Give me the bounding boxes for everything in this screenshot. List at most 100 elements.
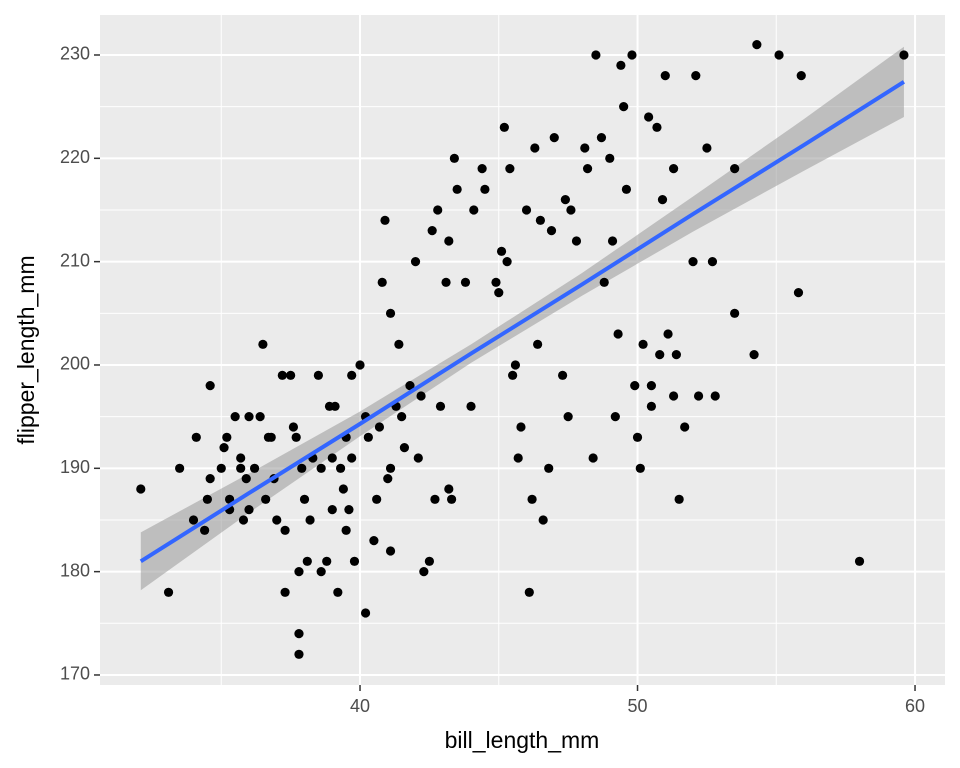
point xyxy=(424,556,434,566)
point xyxy=(505,164,515,174)
point xyxy=(663,329,673,339)
y-tick-label: 210 xyxy=(60,250,90,270)
point xyxy=(669,164,679,174)
point xyxy=(508,370,518,380)
point xyxy=(249,463,260,473)
point xyxy=(619,102,629,112)
point xyxy=(236,453,246,463)
point xyxy=(607,236,618,246)
point xyxy=(341,525,351,535)
point xyxy=(230,412,240,422)
y-tick-label: 170 xyxy=(60,664,90,684)
point xyxy=(316,567,326,577)
point xyxy=(413,453,423,463)
point xyxy=(216,463,226,473)
point xyxy=(669,391,679,401)
point xyxy=(427,226,437,236)
point xyxy=(280,525,290,535)
point xyxy=(258,339,268,349)
point xyxy=(416,391,426,401)
point xyxy=(469,205,479,215)
point xyxy=(372,494,382,504)
point xyxy=(241,474,251,484)
point xyxy=(793,288,804,298)
point xyxy=(444,484,454,494)
point xyxy=(533,339,543,349)
x-tick-label: 40 xyxy=(350,696,370,716)
point xyxy=(316,463,326,473)
point xyxy=(516,422,526,432)
point xyxy=(272,515,282,525)
point xyxy=(410,257,421,267)
point xyxy=(299,494,310,504)
point xyxy=(288,422,299,432)
point xyxy=(499,122,509,132)
point xyxy=(680,422,690,432)
point xyxy=(277,370,287,380)
point xyxy=(219,443,229,453)
point xyxy=(322,556,332,566)
point xyxy=(399,443,410,453)
point xyxy=(397,412,407,422)
point xyxy=(646,401,657,411)
point xyxy=(449,153,459,163)
point xyxy=(560,195,570,205)
point xyxy=(521,205,532,215)
point xyxy=(627,50,637,60)
point xyxy=(175,463,185,473)
point xyxy=(466,401,476,411)
point xyxy=(657,195,668,205)
point xyxy=(347,370,357,380)
point xyxy=(280,587,290,597)
point xyxy=(730,164,740,174)
point xyxy=(294,649,304,659)
point xyxy=(588,453,598,463)
point xyxy=(535,215,545,225)
x-tick-label: 50 xyxy=(628,696,648,716)
point xyxy=(349,556,360,566)
point xyxy=(638,339,648,349)
point xyxy=(854,556,865,566)
point xyxy=(688,257,698,267)
point xyxy=(674,494,684,504)
x-tick-label: 60 xyxy=(905,696,925,716)
point xyxy=(546,226,557,236)
point xyxy=(313,370,323,380)
point xyxy=(591,50,601,60)
point xyxy=(347,453,357,463)
point xyxy=(238,515,249,525)
point xyxy=(244,412,254,422)
point xyxy=(244,505,254,515)
point xyxy=(527,494,537,504)
point xyxy=(477,164,487,174)
point xyxy=(188,515,199,525)
point xyxy=(621,184,632,194)
point xyxy=(202,494,212,504)
point xyxy=(899,50,909,60)
point xyxy=(691,71,701,81)
point xyxy=(632,432,643,442)
point xyxy=(344,505,354,515)
regression-line xyxy=(139,80,905,564)
point xyxy=(383,474,393,484)
point xyxy=(616,60,626,70)
point xyxy=(652,122,662,132)
y-axis-title: flipper_length_mm xyxy=(13,255,39,444)
point xyxy=(496,246,507,256)
point xyxy=(191,432,201,442)
point xyxy=(494,288,504,298)
point xyxy=(441,277,451,287)
point xyxy=(136,484,146,494)
point xyxy=(433,205,443,215)
point xyxy=(630,381,640,391)
point xyxy=(205,381,215,391)
point xyxy=(566,205,576,215)
point xyxy=(774,50,784,60)
point xyxy=(419,567,429,577)
point xyxy=(538,515,548,525)
y-tick-label: 180 xyxy=(60,560,90,580)
point xyxy=(430,494,440,504)
point xyxy=(291,432,301,442)
point xyxy=(297,463,307,473)
